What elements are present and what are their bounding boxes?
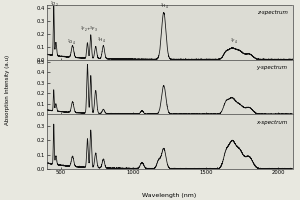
Text: z-spectrum: z-spectrum bbox=[257, 10, 288, 15]
Text: y-spectrum: y-spectrum bbox=[256, 65, 288, 70]
Text: Wavelength (nm): Wavelength (nm) bbox=[142, 193, 196, 198]
Text: Absorption Intensity (a.u): Absorption Intensity (a.u) bbox=[4, 55, 10, 125]
Text: $^1G_4$: $^1G_4$ bbox=[67, 37, 76, 47]
Text: $^3F_2$+$^3F_3$: $^3F_2$+$^3F_3$ bbox=[80, 24, 98, 34]
Text: $^1D_2$: $^1D_2$ bbox=[50, 0, 58, 9]
Text: $^3H_4$: $^3H_4$ bbox=[97, 35, 106, 45]
Text: x-spectrum: x-spectrum bbox=[256, 120, 288, 125]
Text: $^3H_4$: $^3H_4$ bbox=[160, 1, 169, 11]
Text: $^3F_4$: $^3F_4$ bbox=[230, 36, 238, 46]
